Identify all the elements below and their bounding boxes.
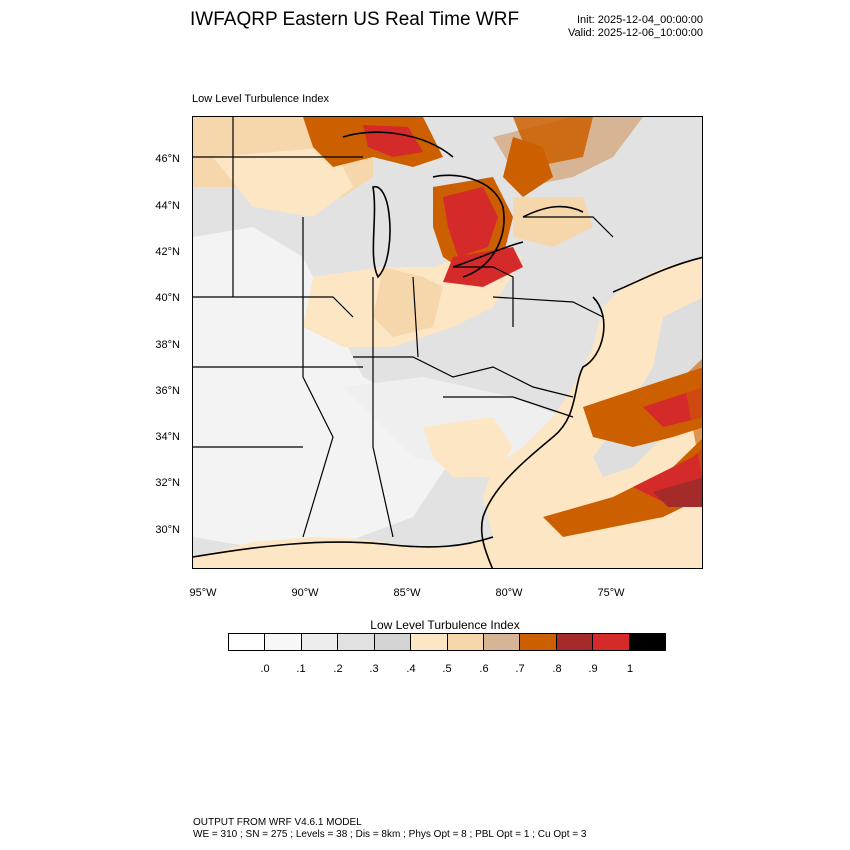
lon-tick: 95°W bbox=[189, 587, 217, 599]
legend-swatch bbox=[593, 634, 630, 650]
lat-tick: 46°N bbox=[155, 153, 180, 165]
lat-tick: 38°N bbox=[155, 339, 180, 351]
legend-label: .3 bbox=[369, 663, 379, 675]
legend-swatch bbox=[447, 634, 484, 650]
legend-swatch bbox=[374, 634, 412, 650]
field-atlantic-dark-red bbox=[653, 477, 702, 507]
legend-label: .7 bbox=[515, 663, 525, 675]
field-label: Low Level Turbulence Index bbox=[192, 93, 329, 105]
legend-swatch bbox=[556, 634, 594, 650]
state-boundaries bbox=[193, 117, 614, 538]
footer-config: WE = 310 ; SN = 275 ; Levels = 38 ; Dis … bbox=[193, 829, 587, 840]
lon-tick: 75°W bbox=[597, 587, 625, 599]
field-atlantic-orange bbox=[583, 367, 702, 447]
field-atlantic-orange-2 bbox=[543, 438, 702, 537]
legend-swatch bbox=[301, 634, 339, 650]
lon-tick: 85°W bbox=[393, 587, 421, 599]
legend-label: .5 bbox=[442, 663, 452, 675]
legend-label: .9 bbox=[588, 663, 598, 675]
legend-label: .2 bbox=[333, 663, 343, 675]
field-north-light bbox=[213, 147, 353, 217]
land-light-region bbox=[193, 227, 453, 547]
color-legend bbox=[228, 633, 666, 651]
lat-tick: 34°N bbox=[155, 431, 180, 443]
field-atlantic-east bbox=[683, 358, 702, 477]
legend-swatch bbox=[338, 634, 375, 650]
field-indiana bbox=[373, 267, 443, 337]
field-new-york bbox=[513, 197, 593, 247]
field-quebec-orange bbox=[513, 117, 593, 167]
valid-time: Valid: 2025-12-06_10:00:00 bbox=[568, 27, 703, 39]
legend-swatch bbox=[629, 634, 666, 650]
lat-tick: 42°N bbox=[155, 246, 180, 258]
map-canvas bbox=[193, 117, 702, 568]
legend-swatch bbox=[483, 634, 521, 650]
map-panel bbox=[192, 116, 703, 569]
legend-swatch bbox=[411, 634, 448, 650]
field-georgia bbox=[423, 417, 513, 477]
ocean-gulf bbox=[193, 537, 493, 568]
coastlines bbox=[193, 131, 702, 568]
lon-tick: 90°W bbox=[291, 587, 319, 599]
legend-title: Low Level Turbulence Index bbox=[370, 618, 520, 632]
legend-label: .4 bbox=[406, 663, 416, 675]
field-lake-superior-core bbox=[363, 125, 423, 157]
legend-label: .6 bbox=[479, 663, 489, 675]
footer-model: OUTPUT FROM WRF V4.6.1 MODEL bbox=[193, 817, 362, 828]
plot-title: IWFAQRP Eastern US Real Time WRF bbox=[190, 9, 520, 30]
lat-tick: 40°N bbox=[155, 292, 180, 304]
legend-label: .8 bbox=[552, 663, 562, 675]
lon-tick: 80°W bbox=[495, 587, 523, 599]
lat-tick: 32°N bbox=[155, 477, 180, 489]
legend-swatch bbox=[520, 634, 557, 650]
legend-swatch bbox=[229, 634, 266, 650]
lat-tick: 36°N bbox=[155, 385, 180, 397]
legend-label: .1 bbox=[296, 663, 306, 675]
legend-swatch bbox=[265, 634, 302, 650]
field-michigan-core bbox=[443, 187, 498, 257]
init-time: Init: 2025-12-04_00:00:00 bbox=[577, 14, 703, 26]
lat-tick: 44°N bbox=[155, 200, 180, 212]
legend-label: 1 bbox=[626, 663, 634, 675]
lat-tick: 30°N bbox=[155, 524, 180, 536]
legend-label: .0 bbox=[260, 663, 270, 675]
